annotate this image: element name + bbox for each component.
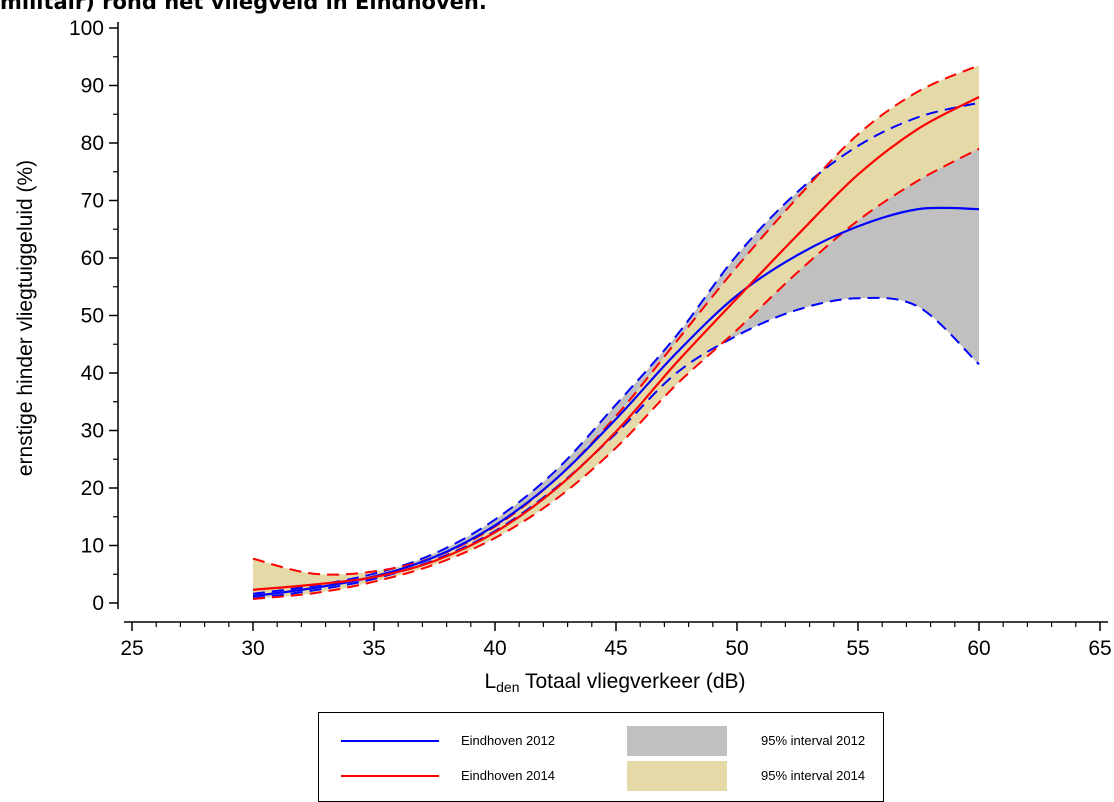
legend-line-2014: [341, 775, 439, 777]
x-axis-label-sub: den: [496, 679, 519, 695]
y-tick-label: 40: [81, 362, 104, 385]
legend-line-2012: [341, 740, 439, 742]
legend-swatch-2014: [627, 761, 727, 791]
y-tick-label: 90: [81, 75, 104, 98]
x-axis-label: Lden Totaal vliegverkeer (dB): [484, 670, 745, 695]
x-tick-label: 45: [604, 637, 627, 660]
y-axis-label: ernstige hinder vliegtuiggeluid (%): [14, 160, 37, 476]
ticks: 0 10 20 30 40 50 60 70 80 90 100 25 30 35 40 45 50 55 60 65: [69, 17, 1112, 660]
x-tick-label: 50: [725, 637, 748, 660]
y-tick-label: 70: [81, 190, 104, 213]
legend-swatch-2012: [627, 726, 727, 756]
x-tick-label: 30: [241, 637, 264, 660]
y-tick-label: 0: [92, 592, 104, 615]
y-tick-label: 30: [81, 420, 104, 443]
y-tick-label: 10: [81, 535, 104, 558]
x-tick-label: 25: [120, 637, 143, 660]
legend-label-2012: Eindhoven 2012: [461, 733, 555, 748]
lower-bound-eindhoven-2014: [252, 147, 980, 600]
x-tick-label: 65: [1088, 637, 1111, 660]
series-line-eindhoven-2014: [252, 96, 980, 591]
lower-bound-eindhoven-2012: [252, 296, 980, 600]
x-tick-label: 35: [362, 637, 385, 660]
legend-label-interval-2012: 95% interval 2012: [761, 733, 866, 748]
line-chart: 0 10 20 30 40 50 60 70 80 90 100 25 30 35 40 45 50 55 60 65…: [14, 17, 1112, 695]
y-tick-label: 50: [81, 305, 104, 328]
band-eindhoven-2014: [253, 65, 979, 599]
x-tick-label: 40: [483, 637, 506, 660]
x-tick-label: 55: [846, 637, 869, 660]
upper-bound-eindhoven-2014: [252, 64, 980, 576]
legend: Eindhoven 2012 95% interval 2012 Eindhov…: [318, 712, 884, 802]
legend-label-interval-2014: 95% interval 2014: [761, 768, 866, 783]
confidence-bands: [253, 65, 979, 599]
x-axis-label-main: L: [484, 670, 496, 693]
x-axis-label-rest: Totaal vliegverkeer (dB): [519, 670, 745, 693]
series-lines: [252, 64, 980, 600]
upper-bound-eindhoven-2012: [252, 101, 980, 595]
y-tick-label: 60: [81, 247, 104, 270]
legend-label-2014: Eindhoven 2014: [461, 768, 555, 783]
chart-title: militair) rond het vliegveld in Eindhove…: [0, 0, 487, 14]
y-tick-label: 80: [81, 132, 104, 155]
x-tick-label: 60: [967, 637, 990, 660]
y-tick-label: 20: [81, 477, 104, 500]
y-tick-label: 100: [69, 17, 104, 40]
